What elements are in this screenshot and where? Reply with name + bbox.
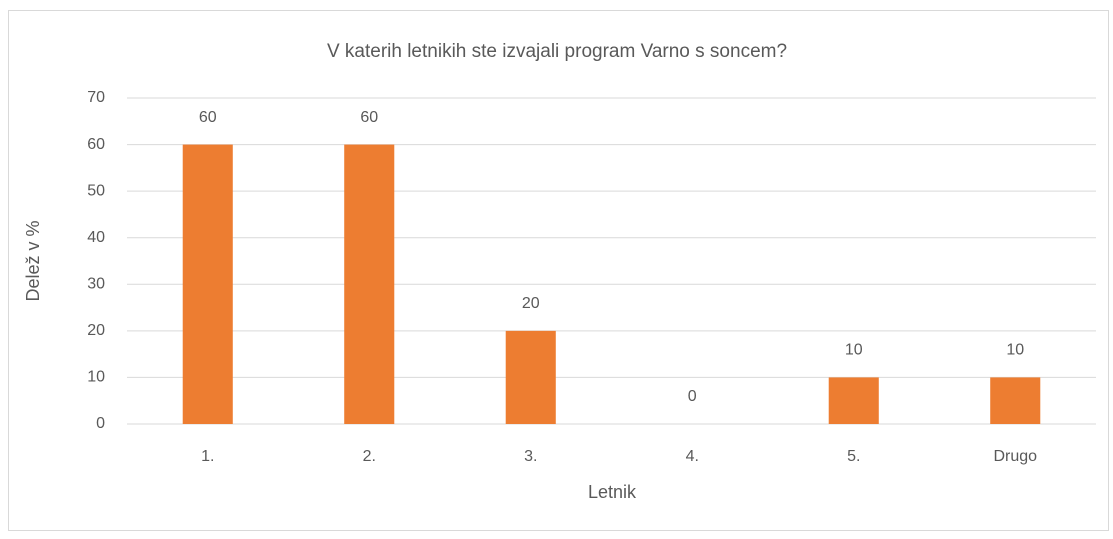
y-tick-label: 20 <box>87 322 105 339</box>
y-tick-label: 30 <box>87 276 105 293</box>
x-tick-label: 2. <box>363 448 376 465</box>
x-tick-label: Drugo <box>993 448 1037 465</box>
y-tick-label: 60 <box>87 136 105 153</box>
y-tick-label: 0 <box>96 415 105 432</box>
bar <box>828 377 879 424</box>
bar <box>182 144 233 425</box>
bar <box>344 144 395 425</box>
x-axis-label: Letnik <box>588 482 637 502</box>
x-tick-label: 3. <box>524 448 537 465</box>
x-tick-label: 4. <box>686 448 699 465</box>
data-label: 60 <box>199 109 217 126</box>
x-tick-label: 5. <box>847 448 860 465</box>
data-label: 0 <box>688 388 697 405</box>
x-tick-label: 1. <box>201 448 214 465</box>
data-label: 20 <box>522 295 540 312</box>
y-tick-label: 50 <box>87 182 105 199</box>
data-label: 60 <box>360 109 378 126</box>
chart-border <box>8 10 1109 531</box>
y-tick-label: 40 <box>87 229 105 246</box>
chart-title: V katerih letnikih ste izvajali program … <box>327 41 787 62</box>
bar <box>990 377 1041 424</box>
bar <box>505 330 556 424</box>
data-label: 10 <box>1006 342 1024 359</box>
y-tick-label: 70 <box>87 89 105 106</box>
y-tick-label: 10 <box>87 369 105 386</box>
y-axis-label: Delež v % <box>23 220 43 301</box>
data-label: 10 <box>845 342 863 359</box>
